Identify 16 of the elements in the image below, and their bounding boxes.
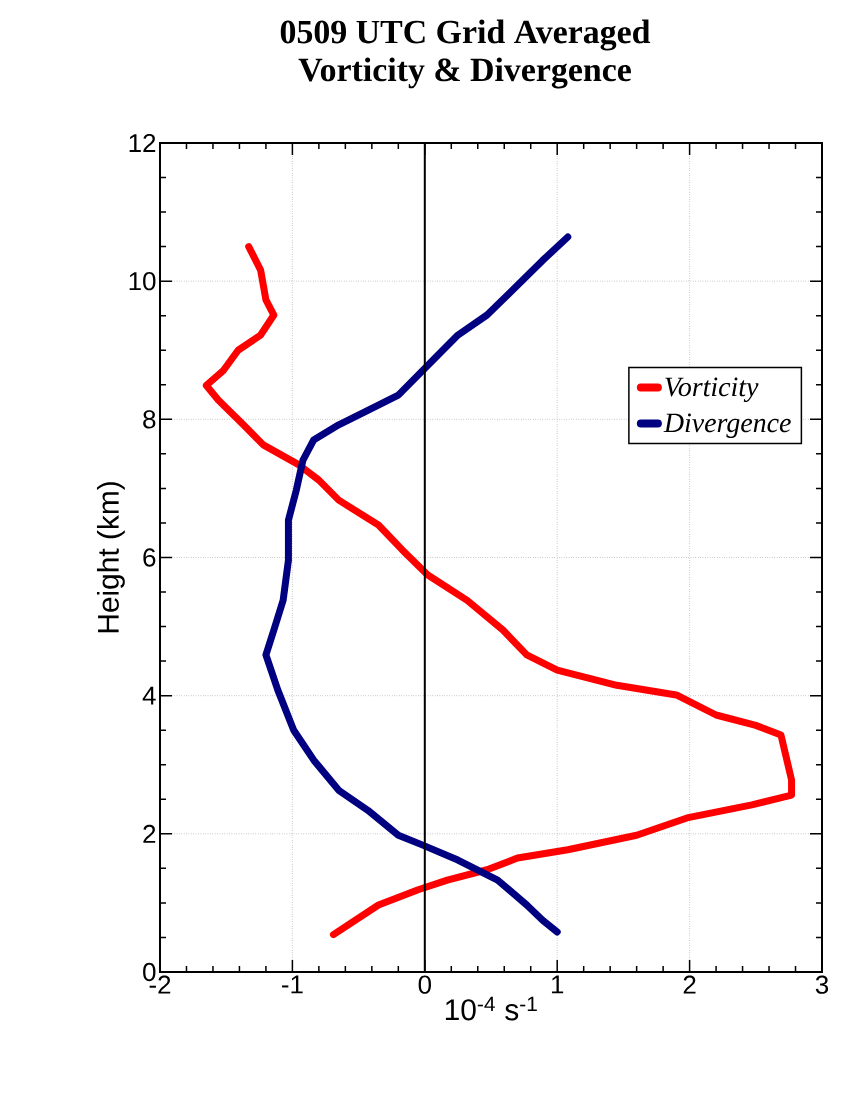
x-axis-title: 10$^{-4}$ s$^{-1}$ xyxy=(445,996,537,1021)
y-tick-label: 6 xyxy=(143,548,156,567)
x-tick-label: 0 xyxy=(418,975,431,994)
legend-label: Vorticity xyxy=(665,377,759,403)
y-axis-title: Height (km) xyxy=(96,482,125,633)
x-tick-label: 3 xyxy=(815,975,829,994)
y-tick-label: 10 xyxy=(129,271,156,291)
y-tick-label: 2 xyxy=(143,824,156,843)
chart-title: 0509 UTC Grid Averaged Vorticity & Divergence xyxy=(280,19,651,89)
x-tick-label: 2 xyxy=(683,975,696,994)
x-tick-label: 1 xyxy=(551,975,564,994)
x-tick-label: -1 xyxy=(282,975,303,994)
y-tick-label: 4 xyxy=(142,686,156,705)
y-tick-label: 12 xyxy=(129,133,156,153)
legend-label: Divergence xyxy=(663,413,791,438)
y-tick-label: 8 xyxy=(143,410,156,429)
